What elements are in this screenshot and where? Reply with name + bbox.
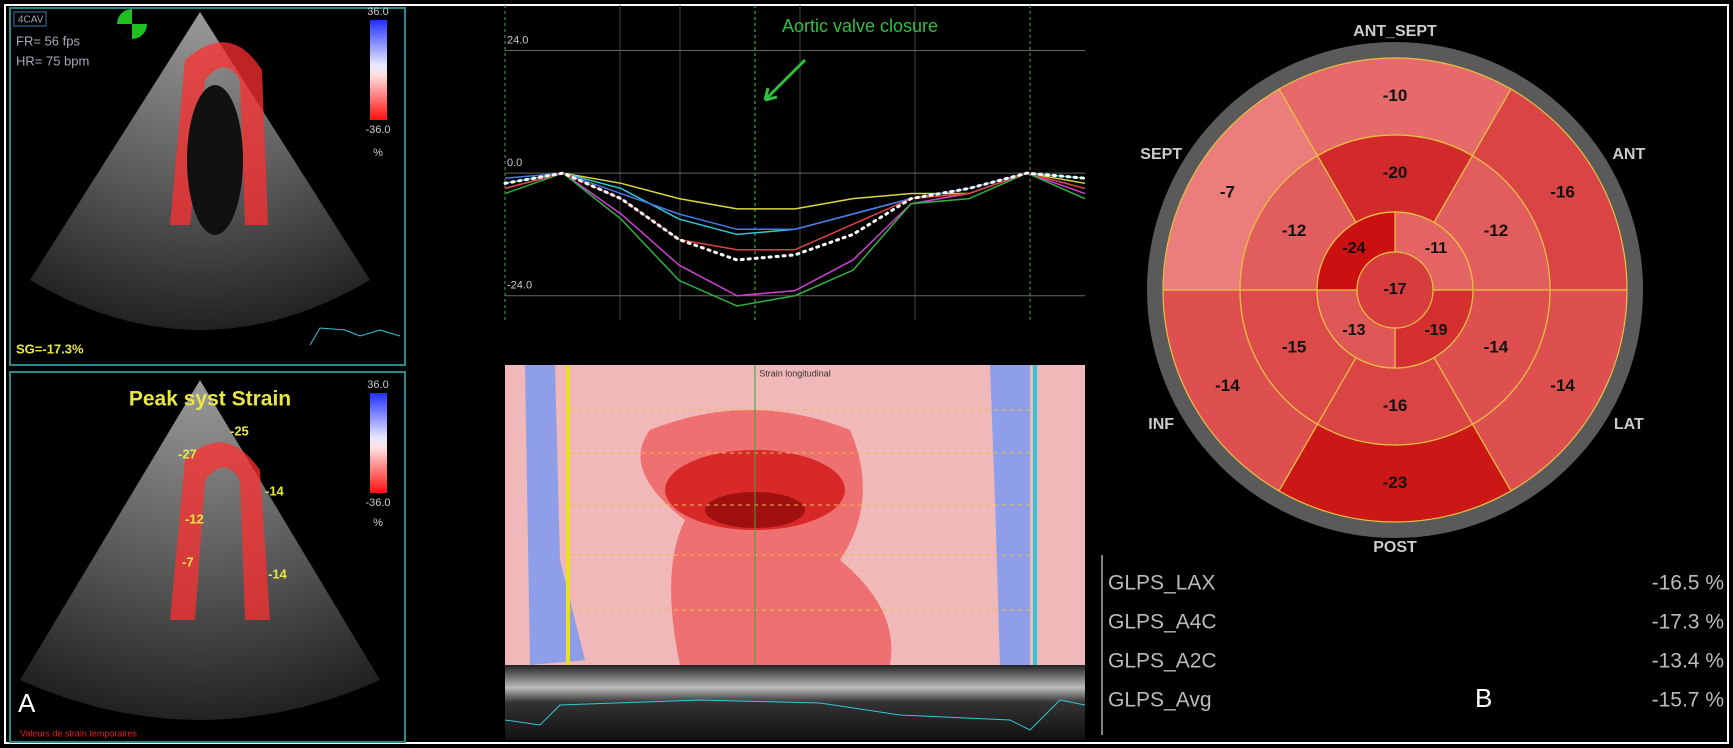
segment-value: -7 <box>1220 183 1235 202</box>
map-title: Strain longitudinal <box>759 368 831 378</box>
cavity <box>187 85 243 235</box>
y-tick-label: 0.0 <box>507 157 522 169</box>
segment-value: -16 <box>1550 183 1575 202</box>
segment-value: -10 <box>1383 86 1408 105</box>
segment-label: -7 <box>182 554 194 569</box>
segment-value: -14 <box>1484 338 1509 357</box>
color-scale <box>370 393 387 493</box>
wall-label: LAT <box>1614 416 1644 433</box>
segment-value: -23 <box>1383 473 1408 492</box>
echo-bottom: Peak syst Strain 36.0 -36.0 % -27 -25 -1… <box>10 372 405 742</box>
echo-top: 4CAV FR= 56 fps HR= 75 bpm 36.0 -36.0 % … <box>10 6 405 365</box>
segment-label: -27 <box>178 446 197 461</box>
wall-label: SEPT <box>1140 146 1182 163</box>
scale-max: 36.0 <box>367 6 388 18</box>
glps-name: GLPS_A2C <box>1108 650 1217 673</box>
segment-label: -25 <box>230 423 249 438</box>
heart-rate: HR= 75 bpm <box>16 53 89 68</box>
segment-label: -14 <box>265 483 285 498</box>
segment-value: -16 <box>1383 396 1408 415</box>
annotation: Aortic valve closure <box>782 16 938 36</box>
panel-title: Peak syst Strain <box>129 388 291 411</box>
glps-name: GLPS_LAX <box>1108 572 1215 595</box>
glps-value: -13.4 % <box>1652 650 1724 673</box>
wall-label: POST <box>1373 539 1417 556</box>
footer-note: Valeurs de strain temporaires <box>20 728 137 738</box>
strain-map: Strain longitudinal <box>505 365 1085 740</box>
segment-value: -24 <box>1342 240 1365 257</box>
glps-value: -17.3 % <box>1652 611 1724 634</box>
wall-label: ANT_SEPT <box>1353 23 1437 40</box>
segment-value: -20 <box>1383 163 1408 182</box>
view-label: 4CAV <box>18 15 44 26</box>
segment-value: -15 <box>1282 338 1307 357</box>
scale-unit: % <box>373 147 383 159</box>
segment-value: -12 <box>1484 221 1509 240</box>
segment-label: -12 <box>185 511 204 526</box>
scale-min: -36.0 <box>365 497 390 509</box>
segment-value: -13 <box>1342 322 1365 339</box>
segment-label: -14 <box>268 566 288 581</box>
frame-rate: FR= 56 fps <box>16 33 80 48</box>
apex-value: -17 <box>1383 281 1406 298</box>
y-tick-label: -24.0 <box>507 280 532 292</box>
screen: 4CAV FR= 56 fps HR= 75 bpm 36.0 -36.0 % … <box>0 0 1733 748</box>
segment-value: -19 <box>1424 322 1447 339</box>
scale-min: -36.0 <box>365 124 390 136</box>
glps-name: GLPS_A4C <box>1108 611 1217 634</box>
color-scale <box>370 20 387 120</box>
scale-unit: % <box>373 517 383 529</box>
segment-value: -11 <box>1425 240 1447 257</box>
glps-name: GLPS_Avg <box>1108 689 1212 712</box>
panel-letter: B <box>1475 683 1492 713</box>
segment-value: -14 <box>1550 376 1575 395</box>
segment-value: -12 <box>1282 221 1307 240</box>
glps-value: -15.7 % <box>1652 689 1724 712</box>
wall-label: ANT <box>1612 146 1645 163</box>
scale-max: 36.0 <box>367 379 388 391</box>
wall-label: INF <box>1148 416 1174 433</box>
global-strain: SG=-17.3% <box>16 341 84 356</box>
y-tick-label: 24.0 <box>507 34 528 46</box>
segment-value: -14 <box>1215 376 1240 395</box>
glps-value: -16.5 % <box>1652 572 1724 595</box>
panel-letter: A <box>18 688 36 718</box>
